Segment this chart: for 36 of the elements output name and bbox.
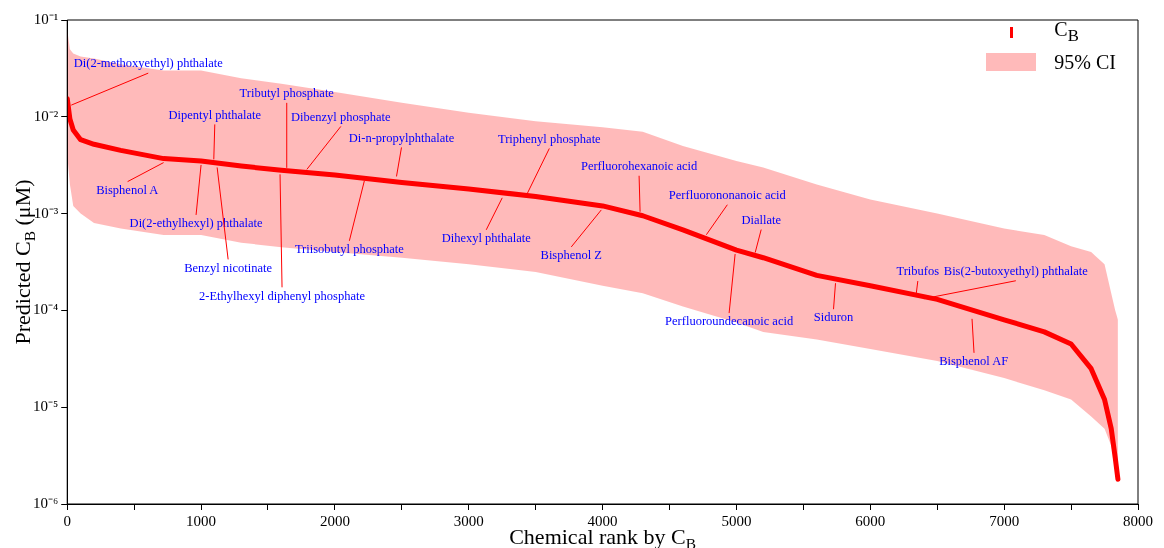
x-tick-label: 6000 xyxy=(855,512,886,529)
x-tick-label: 1000 xyxy=(186,512,217,529)
x-tick-label: 5000 xyxy=(721,512,752,529)
annotation: Tribufos xyxy=(896,264,940,279)
x-tick-label: 2000 xyxy=(319,512,350,529)
y-tick-label: 10⁻⁴ xyxy=(33,301,59,318)
y-tick-label: 10⁻² xyxy=(33,107,59,124)
annotation: Bisphenol A xyxy=(96,182,159,197)
y-tick-label: 10⁻¹ xyxy=(33,10,59,27)
annotation: 2-Ethylhexyl diphenyl phosphate xyxy=(199,288,366,303)
annotation: Diallate xyxy=(741,212,782,227)
annotation: Benzyl nicotinate xyxy=(184,260,273,275)
x-tick-label: 8000 xyxy=(1123,512,1153,529)
annotation: Bis(2-butoxyethyl) phthalate xyxy=(943,264,1089,279)
legend-label: C$_{B}$ xyxy=(1054,17,1079,47)
annotation: Triphenyl phosphate xyxy=(497,131,602,146)
annotation: Bisphenol Z xyxy=(540,248,603,263)
annotation: Bisphenol AF xyxy=(939,354,1009,369)
annotation: Triisobutyl phosphate xyxy=(294,242,405,257)
annotation: Di(2-ethylhexyl) phthalate xyxy=(129,216,263,231)
annotation: Perfluorohexanoic acid xyxy=(580,159,698,174)
y-tick-label: 10⁻⁵ xyxy=(33,398,59,415)
annotation: Dibenzyl phosphate xyxy=(291,109,392,124)
annotation: Di-n-propylphthalate xyxy=(348,130,455,145)
annotation: Dihexyl phthalate xyxy=(441,231,532,246)
annotation: 95% CI xyxy=(1054,50,1116,75)
x-tick-label: 3000 xyxy=(453,512,484,529)
annotation: Dipentyl phthalate xyxy=(168,107,262,122)
annotation: Siduron xyxy=(813,310,855,325)
annotation: Perfluoroundecanoic acid xyxy=(665,314,794,329)
x-tick-label: 7000 xyxy=(989,512,1020,529)
y-tick-label: 10⁻⁶ xyxy=(33,494,59,511)
annotation: Di(2-methoxyethyl) phthalate xyxy=(73,56,224,71)
annotation: Tributyl phosphate xyxy=(239,86,335,101)
annotation: Perfluorononanoic acid xyxy=(668,188,787,203)
x-tick-label: 0 xyxy=(63,512,71,529)
